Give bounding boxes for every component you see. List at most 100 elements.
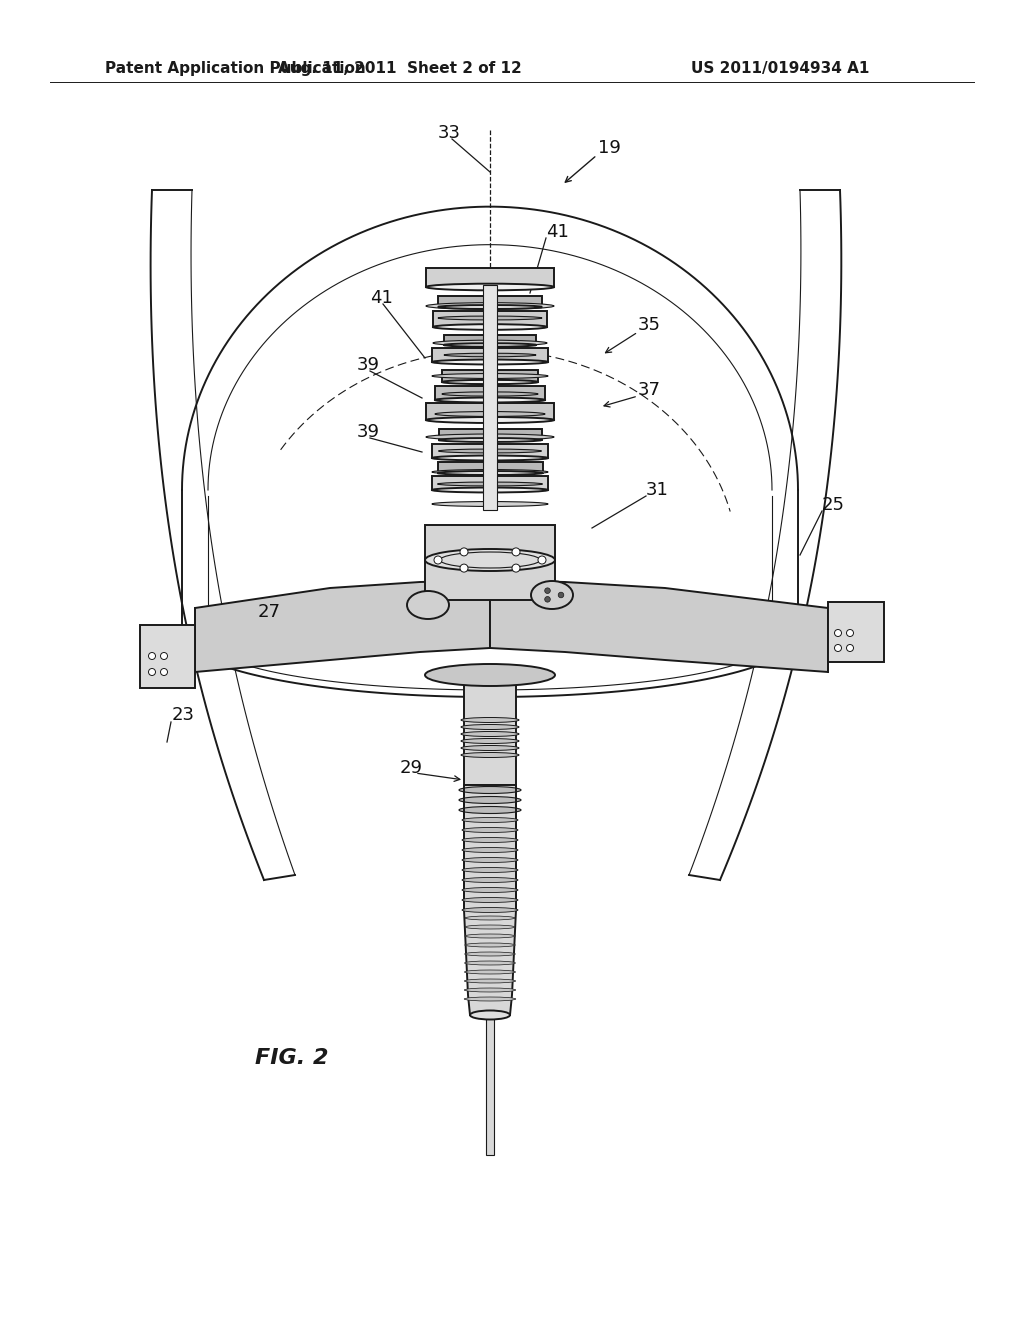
Ellipse shape xyxy=(461,725,519,730)
Ellipse shape xyxy=(438,449,542,453)
Ellipse shape xyxy=(470,1011,510,1019)
Circle shape xyxy=(545,597,550,602)
Ellipse shape xyxy=(426,302,554,309)
Ellipse shape xyxy=(437,471,543,475)
Text: Aug. 11, 2011  Sheet 2 of 12: Aug. 11, 2011 Sheet 2 of 12 xyxy=(279,61,522,75)
Ellipse shape xyxy=(461,746,519,751)
Circle shape xyxy=(545,587,550,594)
Bar xyxy=(432,477,548,490)
Circle shape xyxy=(835,644,842,652)
Ellipse shape xyxy=(433,341,547,346)
Circle shape xyxy=(835,630,842,636)
Ellipse shape xyxy=(462,847,518,853)
Ellipse shape xyxy=(465,961,515,965)
Ellipse shape xyxy=(432,455,548,461)
Ellipse shape xyxy=(433,325,547,330)
Ellipse shape xyxy=(432,470,548,474)
Ellipse shape xyxy=(465,942,515,946)
Polygon shape xyxy=(195,579,490,672)
Bar xyxy=(140,624,195,688)
Circle shape xyxy=(161,652,168,660)
Ellipse shape xyxy=(462,908,518,912)
Ellipse shape xyxy=(462,878,518,883)
Bar xyxy=(439,429,542,440)
Ellipse shape xyxy=(461,718,519,722)
Bar xyxy=(486,1010,494,1155)
Bar xyxy=(425,525,555,601)
Ellipse shape xyxy=(425,664,555,686)
Ellipse shape xyxy=(461,752,519,758)
Bar xyxy=(464,785,516,909)
Ellipse shape xyxy=(462,817,518,822)
Bar xyxy=(444,335,536,345)
Ellipse shape xyxy=(462,858,518,862)
Text: Patent Application Publication: Patent Application Publication xyxy=(105,61,366,75)
Ellipse shape xyxy=(444,343,536,347)
Ellipse shape xyxy=(426,417,554,422)
Polygon shape xyxy=(464,909,516,1015)
Bar xyxy=(426,403,554,420)
Text: US 2011/0194934 A1: US 2011/0194934 A1 xyxy=(691,61,869,75)
Bar xyxy=(435,385,545,400)
Ellipse shape xyxy=(459,787,521,793)
Circle shape xyxy=(847,630,853,636)
Text: FIG. 2: FIG. 2 xyxy=(255,1048,329,1068)
Bar xyxy=(426,268,554,286)
Text: 41: 41 xyxy=(546,223,569,242)
Ellipse shape xyxy=(438,315,542,319)
Bar xyxy=(483,285,497,510)
Circle shape xyxy=(460,564,468,572)
Text: 27: 27 xyxy=(258,603,281,620)
Bar xyxy=(438,296,542,308)
Text: 33: 33 xyxy=(438,124,461,143)
Text: 23: 23 xyxy=(172,706,195,723)
Circle shape xyxy=(538,556,546,564)
Ellipse shape xyxy=(531,581,573,609)
Text: 41: 41 xyxy=(370,289,393,308)
Ellipse shape xyxy=(464,997,516,1001)
Ellipse shape xyxy=(444,354,536,356)
Ellipse shape xyxy=(464,668,516,676)
Text: 25: 25 xyxy=(822,496,845,513)
Bar xyxy=(442,370,538,381)
Ellipse shape xyxy=(432,374,548,379)
Text: 39: 39 xyxy=(357,422,380,441)
Ellipse shape xyxy=(438,438,542,442)
Bar xyxy=(433,312,547,327)
Ellipse shape xyxy=(461,738,519,743)
Ellipse shape xyxy=(442,392,538,396)
Text: 29: 29 xyxy=(400,759,423,777)
Polygon shape xyxy=(490,579,828,672)
Bar xyxy=(438,462,543,473)
Ellipse shape xyxy=(407,591,449,619)
Text: 39: 39 xyxy=(357,356,380,374)
Ellipse shape xyxy=(426,434,554,440)
Ellipse shape xyxy=(438,305,542,309)
Ellipse shape xyxy=(426,284,554,290)
Text: 19: 19 xyxy=(598,139,621,157)
Ellipse shape xyxy=(462,887,518,892)
Ellipse shape xyxy=(465,935,515,939)
Circle shape xyxy=(161,668,168,676)
Ellipse shape xyxy=(465,970,515,974)
Ellipse shape xyxy=(462,867,518,873)
Circle shape xyxy=(434,556,442,564)
Text: 35: 35 xyxy=(638,315,662,334)
Ellipse shape xyxy=(465,952,515,956)
Ellipse shape xyxy=(432,359,548,364)
Ellipse shape xyxy=(464,979,516,983)
Circle shape xyxy=(512,548,520,556)
Ellipse shape xyxy=(459,796,521,804)
Text: 31: 31 xyxy=(646,480,669,499)
Ellipse shape xyxy=(440,552,540,568)
Ellipse shape xyxy=(465,916,515,920)
Bar xyxy=(432,444,548,458)
Ellipse shape xyxy=(465,925,515,929)
Ellipse shape xyxy=(435,397,545,403)
Circle shape xyxy=(558,593,564,598)
Text: 37: 37 xyxy=(638,381,662,399)
Ellipse shape xyxy=(462,898,518,903)
Bar xyxy=(464,672,516,785)
Ellipse shape xyxy=(459,807,521,813)
Circle shape xyxy=(847,644,853,652)
